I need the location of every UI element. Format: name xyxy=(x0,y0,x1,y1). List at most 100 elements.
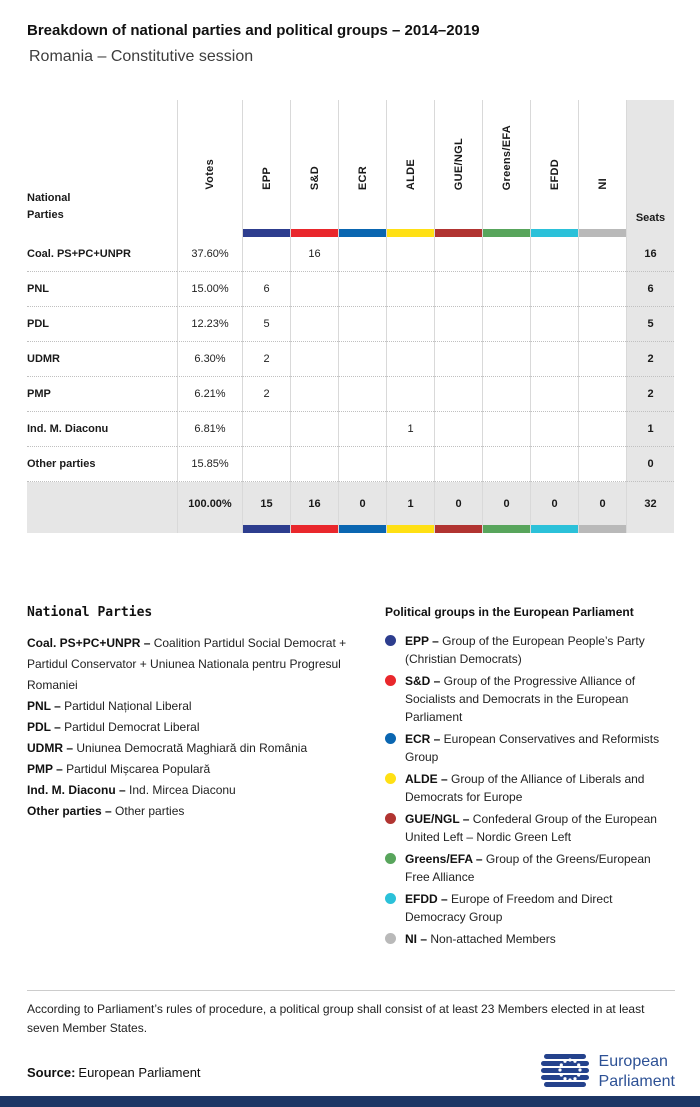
group-seats-value: 16 xyxy=(290,237,338,272)
corner-label-line: Parties xyxy=(27,209,64,221)
group-legend-item: ALDE – Group of the Alliance of Liberals… xyxy=(385,770,675,806)
national-parties-legend-title: National Parties xyxy=(27,605,153,620)
group-label: Greens/EFA xyxy=(500,124,513,190)
group-seats-value xyxy=(530,412,578,447)
group-color-bar xyxy=(291,525,338,533)
party-abbr: PMP – xyxy=(27,762,63,776)
group-seats-value xyxy=(530,307,578,342)
group-color-bar xyxy=(339,229,386,237)
group-color-dot xyxy=(385,635,396,646)
group-seats-value xyxy=(578,377,626,412)
group-color-dot xyxy=(385,893,396,904)
group-legend-item: EPP – Group of the European People’s Par… xyxy=(385,632,675,668)
group-legend-item: EFDD – Europe of Freedom and Direct Demo… xyxy=(385,890,675,926)
group-seats-value xyxy=(386,237,434,272)
political-groups-legend-list: EPP – Group of the European People’s Par… xyxy=(385,632,675,948)
group-seats-value xyxy=(290,307,338,342)
votes-label: Votes xyxy=(204,159,216,190)
group-seats-value xyxy=(290,342,338,377)
group-seats-value xyxy=(434,447,482,482)
group-seats-value xyxy=(482,237,530,272)
group-legend-item: GUE/NGL – Confederal Group of the Europe… xyxy=(385,810,675,846)
group-seats-value xyxy=(530,342,578,377)
seats-label: Seats xyxy=(635,212,666,224)
group-seats-value xyxy=(578,447,626,482)
group-seats-value xyxy=(290,412,338,447)
group-seats-value xyxy=(338,412,386,447)
total-group-seats-value: 16 xyxy=(290,482,338,533)
group-legend-item: S&D – Group of the Progressive Alliance … xyxy=(385,672,675,726)
group-legend-text: ALDE – Group of the Alliance of Liberals… xyxy=(405,772,645,804)
political-groups-legend-title: Political groups in the European Parliam… xyxy=(385,605,634,619)
group-color-bar xyxy=(435,525,482,533)
votes-value: 12.23% xyxy=(177,307,242,342)
group-legend-item: ECR – European Conservatives and Reformi… xyxy=(385,730,675,766)
party-legend-item: Ind. M. Diaconu – Ind. Mircea Diaconu xyxy=(27,783,236,797)
group-column-header-ecr: ECR xyxy=(338,100,386,237)
votes-column-header: Votes xyxy=(177,100,242,237)
seats-value: 6 xyxy=(626,272,674,307)
seats-value: 2 xyxy=(626,377,674,412)
bottom-bar xyxy=(0,1096,700,1107)
page-subtitle: Romania – Constitutive session xyxy=(29,48,254,65)
page-title: Breakdown of national parties and politi… xyxy=(27,22,480,39)
group-color-dot xyxy=(385,933,396,944)
group-color-bar xyxy=(531,525,578,533)
party-name: PDL xyxy=(27,307,177,342)
group-seats-value xyxy=(242,237,290,272)
group-seats-value xyxy=(482,412,530,447)
group-seats-value xyxy=(434,412,482,447)
group-seats-value xyxy=(290,447,338,482)
group-seats-value xyxy=(578,307,626,342)
group-label: ECR xyxy=(356,165,369,190)
group-legend-text: NI – Non-attached Members xyxy=(405,932,556,946)
group-legend-text: Greens/EFA – Group of the Greens/Europea… xyxy=(405,852,651,884)
total-group-seats-value: 0 xyxy=(482,482,530,533)
group-seats-value xyxy=(578,237,626,272)
source-label: Source: xyxy=(27,1064,76,1080)
group-column-header-gue-ngl: GUE/NGL xyxy=(434,100,482,237)
group-color-bar xyxy=(387,525,434,533)
political-groups-legend: Political groups in the European Parliam… xyxy=(385,605,675,952)
group-legend-item: NI – Non-attached Members xyxy=(385,930,675,948)
group-abbr: ECR – xyxy=(405,732,441,746)
group-seats-value xyxy=(386,272,434,307)
group-seats-value xyxy=(290,272,338,307)
group-color-bar xyxy=(339,525,386,533)
party-name: UDMR xyxy=(27,342,177,377)
total-row-label-cell xyxy=(27,482,177,533)
party-legend-item: UDMR – Uniunea Democrată Maghiară din Ro… xyxy=(27,741,308,755)
table-corner-header: National Parties xyxy=(27,100,177,237)
group-seats-value xyxy=(434,237,482,272)
seats-value: 2 xyxy=(626,342,674,377)
group-color-bar xyxy=(531,229,578,237)
group-seats-value xyxy=(434,272,482,307)
total-group-seats-value: 1 xyxy=(386,482,434,533)
group-column-header-alde: ALDE xyxy=(386,100,434,237)
party-abbr: UDMR – xyxy=(27,741,74,755)
party-legend-item: Other parties – Other parties xyxy=(27,804,185,818)
group-label: ALDE xyxy=(404,158,417,190)
group-color-dot xyxy=(385,733,396,744)
votes-value: 6.30% xyxy=(177,342,242,377)
group-seats-value xyxy=(338,447,386,482)
group-column-header-s-d: S&D xyxy=(290,100,338,237)
ep-logo-text-line2: Parliament xyxy=(598,1073,675,1090)
footer: Source: European Parliament xyxy=(27,1052,675,1092)
group-seats-value xyxy=(578,272,626,307)
votes-value: 37.60% xyxy=(177,237,242,272)
party-abbr: Coal. PS+PC+UNPR – xyxy=(27,636,151,650)
party-name: Coal. PS+PC+UNPR xyxy=(27,237,177,272)
group-color-bar xyxy=(243,229,290,237)
group-seats-value xyxy=(290,377,338,412)
national-parties-legend-list: Coal. PS+PC+UNPR – Coalition Partidul So… xyxy=(27,633,357,822)
group-column-header-epp: EPP xyxy=(242,100,290,237)
group-label: EFDD xyxy=(548,158,561,190)
seats-value: 16 xyxy=(626,237,674,272)
total-group-seats-value: 0 xyxy=(530,482,578,533)
group-seats-value xyxy=(482,307,530,342)
group-legend-text: ECR – European Conservatives and Reformi… xyxy=(405,732,660,764)
group-seats-value xyxy=(386,447,434,482)
